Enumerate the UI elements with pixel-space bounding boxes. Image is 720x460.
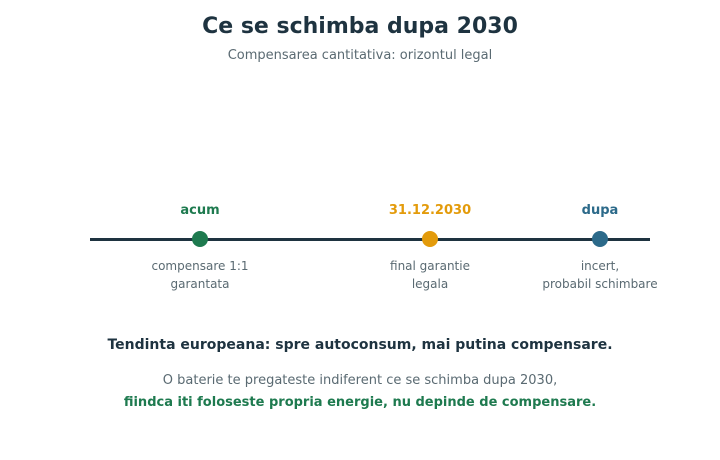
trend-statement: Tendinta europeana: spre autoconsum, mai…: [107, 337, 613, 353]
milestone-after-description-line: incert,: [580, 259, 620, 273]
milestone-after-description-line: probabil schimbare: [542, 277, 658, 291]
milestone-now-description: compensare 1:1 garantata: [110, 257, 290, 293]
milestone-deadline-description: final garantie legala: [340, 257, 520, 293]
page-title: Ce se schimba dupa 2030: [202, 14, 518, 39]
battery-note-highlight: fiindca iti foloseste propria energie, n…: [123, 395, 597, 410]
milestone-now-dot: [192, 231, 208, 247]
milestone-after-label: dupa: [581, 203, 619, 218]
milestone-deadline-dot: [422, 231, 438, 247]
timeline-line: [90, 238, 650, 241]
milestone-now-description-line: garantata: [170, 277, 230, 291]
milestone-deadline-description-line: legala: [411, 277, 449, 291]
milestone-after-description: incert, probabil schimbare: [510, 257, 690, 293]
milestone-deadline-description-line: final garantie: [390, 259, 470, 273]
milestone-now-label: acum: [180, 203, 220, 218]
page-subtitle: Compensarea cantitativa: orizontul legal: [227, 48, 493, 63]
battery-note: O baterie te pregateste indiferent ce se…: [162, 373, 558, 388]
milestone-deadline-label: 31.12.2030: [388, 203, 472, 218]
milestone-after-dot: [592, 231, 608, 247]
milestone-now-description-line: compensare 1:1: [151, 259, 249, 273]
